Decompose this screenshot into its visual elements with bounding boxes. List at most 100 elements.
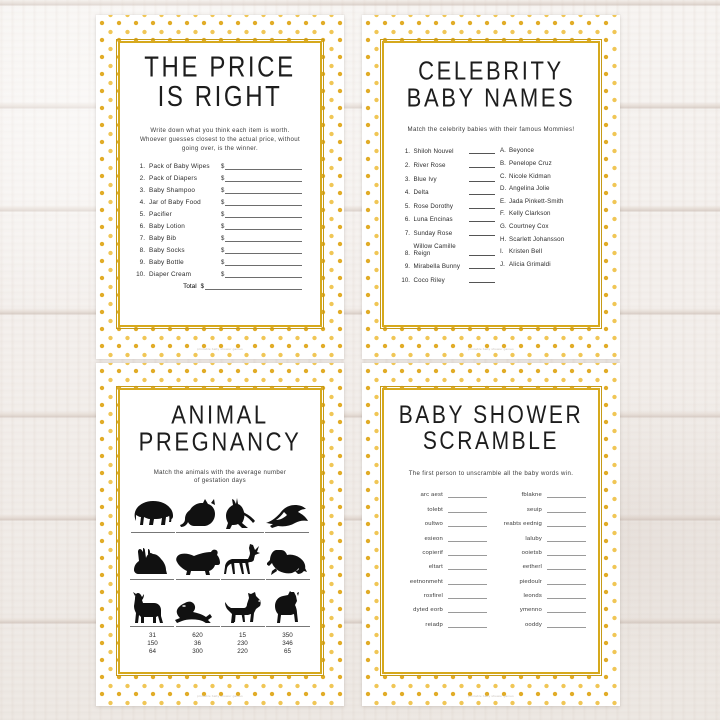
list-item[interactable]: rosfirel (396, 592, 487, 600)
animal-cell[interactable] (175, 543, 221, 581)
answer-line[interactable] (448, 491, 487, 499)
price-input-line[interactable] (225, 210, 302, 219)
table-row[interactable]: 4. Jar of Baby Food $ (132, 198, 302, 207)
answer-blank[interactable] (265, 579, 310, 581)
answer-line[interactable] (547, 563, 586, 571)
list-item[interactable]: 2. River Rose (398, 161, 500, 169)
answer-blank[interactable] (130, 579, 175, 581)
table-row[interactable]: 6. Baby Lotion $ (132, 222, 302, 231)
answer-blank[interactable] (469, 215, 495, 223)
price-input-line[interactable] (225, 186, 302, 195)
animal-cell[interactable] (176, 496, 220, 534)
answer-line[interactable] (448, 621, 487, 628)
answer-line[interactable] (547, 606, 586, 614)
answer-blank[interactable] (469, 175, 495, 182)
answer-line[interactable] (547, 592, 586, 600)
list-item[interactable]: esieon (396, 535, 487, 542)
list-item[interactable]: 4. Delta (398, 188, 500, 196)
list-item[interactable]: laluby (495, 535, 586, 542)
answer-line[interactable] (448, 549, 487, 556)
list-item[interactable]: copierif (396, 549, 487, 556)
list-item[interactable]: ooietsb (495, 549, 586, 556)
answer-blank[interactable] (130, 626, 175, 628)
price-input-line[interactable] (225, 174, 302, 183)
answer-line[interactable] (547, 506, 586, 513)
answer-blank[interactable] (469, 229, 495, 237)
answer-line[interactable] (448, 520, 487, 528)
answer-blank[interactable] (176, 532, 220, 534)
table-row[interactable]: 3. Baby Shampoo $ (132, 186, 302, 195)
answer-blank[interactable] (220, 626, 265, 628)
answer-line[interactable] (547, 535, 586, 542)
table-row[interactable]: 10. Diaper Cream $ (132, 270, 302, 279)
answer-blank[interactable] (265, 626, 310, 628)
answer-line[interactable] (547, 520, 586, 528)
price-input-line[interactable] (225, 258, 302, 267)
list-item[interactable]: 6. Luna Encinas (398, 215, 500, 223)
animal-cell[interactable] (220, 543, 266, 581)
list-item[interactable]: eltart (396, 563, 487, 571)
list-item[interactable]: reiadp (396, 621, 487, 628)
price-input-line[interactable] (225, 270, 302, 279)
animal-cell[interactable] (220, 590, 266, 628)
table-row[interactable]: 5. Pacifier $ (132, 210, 302, 219)
list-item[interactable]: eetherl (495, 563, 586, 571)
list-item[interactable]: 3. Blue Ivy (398, 175, 500, 183)
answer-blank[interactable] (220, 579, 265, 581)
animal-cell[interactable] (220, 496, 264, 534)
list-item[interactable]: ymenno (495, 606, 586, 614)
table-row[interactable]: 1. Pack of Baby Wipes $ (132, 162, 302, 171)
animal-cell[interactable] (174, 590, 221, 628)
list-item[interactable]: 10. Coco Riley (398, 276, 500, 284)
answer-blank[interactable] (469, 276, 495, 283)
animal-cell[interactable] (130, 496, 176, 534)
list-item[interactable]: seuip (495, 506, 586, 513)
animal-cell[interactable] (265, 590, 310, 628)
answer-blank[interactable] (469, 161, 495, 169)
card-animal-pregnancy[interactable]: ANIMAL PREGNANCY Match the animals with … (96, 363, 344, 706)
animal-cell[interactable] (130, 590, 175, 628)
answer-blank[interactable] (131, 532, 175, 534)
price-input-line[interactable] (225, 162, 302, 171)
answer-line[interactable] (448, 606, 487, 614)
animal-cell[interactable] (265, 543, 310, 581)
list-item[interactable]: eetnonmeht (396, 578, 487, 585)
answer-blank[interactable] (469, 262, 495, 270)
total-row[interactable]: Total $ (130, 282, 310, 291)
animal-cell[interactable] (264, 496, 310, 534)
list-item[interactable]: tolebt (396, 506, 487, 513)
list-item[interactable]: 7. Sunday Rose (398, 229, 500, 237)
answer-blank[interactable] (175, 626, 220, 628)
answer-line[interactable] (448, 578, 487, 585)
list-item[interactable]: oultwo (396, 520, 487, 528)
answer-blank[interactable] (220, 532, 264, 534)
price-input-line[interactable] (225, 222, 302, 231)
answer-line[interactable] (547, 578, 586, 585)
answer-line[interactable] (547, 549, 586, 556)
list-item[interactable]: piedoulr (495, 578, 586, 585)
answer-blank[interactable] (175, 579, 220, 581)
price-input-line[interactable] (225, 234, 302, 243)
list-item[interactable]: 1. Shiloh Nouvel (398, 147, 500, 155)
total-input-line[interactable] (205, 282, 302, 291)
card-celebrity-baby-names[interactable]: CELEBRITY BABY NAMES Match the celebrity… (362, 15, 620, 359)
answer-blank[interactable] (469, 147, 495, 155)
list-item[interactable]: dyted eorb (396, 606, 487, 614)
table-row[interactable]: 9. Baby Bottle $ (132, 258, 302, 267)
answer-blank[interactable] (265, 532, 309, 534)
list-item[interactable]: arc aest (396, 491, 487, 499)
answer-line[interactable] (448, 563, 487, 571)
table-row[interactable]: 2. Pack of Diapers $ (132, 174, 302, 183)
table-row[interactable]: 8. Baby Socks $ (132, 246, 302, 255)
answer-line[interactable] (448, 592, 487, 600)
price-input-line[interactable] (225, 246, 302, 255)
animal-cell[interactable] (130, 543, 175, 581)
price-input-line[interactable] (225, 198, 302, 207)
answer-blank[interactable] (469, 188, 495, 196)
answer-line[interactable] (448, 506, 487, 513)
card-price-is-right[interactable]: THE PRICE IS RIGHT Write down what you t… (96, 15, 344, 359)
list-item[interactable]: ooddy (495, 621, 586, 628)
list-item[interactable]: 5. Rose Dorothy (398, 202, 500, 210)
table-row[interactable]: 7. Baby Bib $ (132, 234, 302, 243)
answer-blank[interactable] (469, 249, 495, 256)
